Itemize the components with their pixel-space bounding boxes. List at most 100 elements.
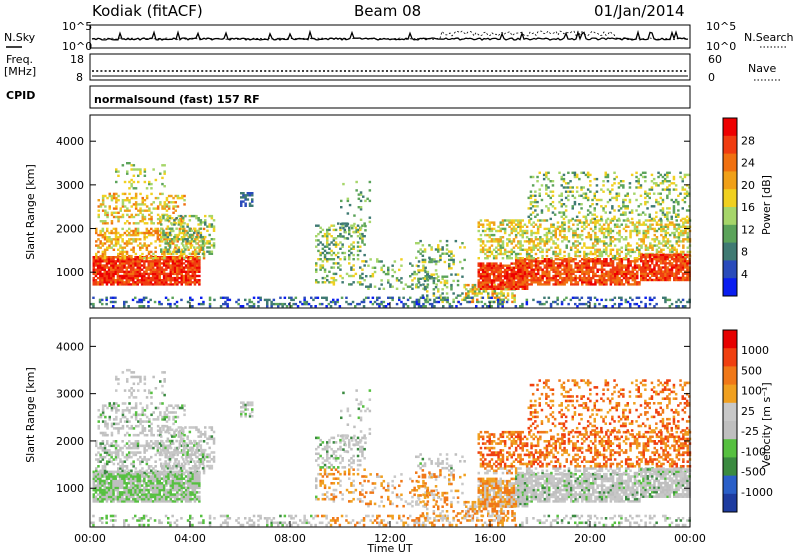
power-cell	[330, 224, 333, 227]
power-cell	[625, 274, 628, 278]
power-cell	[504, 296, 508, 299]
power-cell	[176, 264, 179, 267]
power-cell	[537, 260, 540, 263]
power-cell	[639, 173, 643, 177]
power-cell	[525, 254, 529, 258]
power-cell	[663, 213, 667, 216]
power-cell	[339, 264, 342, 267]
power-cell	[138, 268, 142, 271]
power-cell	[593, 177, 596, 181]
velocity-cell	[101, 493, 104, 496]
power-cell	[554, 227, 557, 231]
power-cell	[140, 305, 144, 308]
power-cell	[178, 264, 181, 267]
power-cell	[552, 240, 555, 243]
power-cell	[664, 233, 667, 237]
power-cell	[510, 240, 513, 243]
power-cell	[589, 227, 593, 231]
power-cell	[152, 252, 155, 256]
colorbar-segment	[723, 207, 737, 226]
power-cell	[251, 198, 254, 201]
power-cell	[359, 218, 363, 221]
power-cell	[94, 279, 98, 282]
power-cell	[554, 274, 558, 278]
power-cell	[199, 244, 203, 247]
power-cell	[417, 298, 421, 302]
power-cell	[175, 238, 178, 241]
power-cell	[445, 248, 449, 251]
power-cell	[112, 262, 115, 265]
power-cell	[536, 213, 539, 216]
velocity-cell	[92, 495, 95, 499]
power-cell	[560, 300, 564, 304]
power-cell	[644, 296, 647, 299]
power-cell	[560, 302, 564, 306]
power-cell	[497, 300, 500, 304]
power-cell	[686, 253, 689, 257]
power-cell	[452, 262, 455, 266]
power-cell	[618, 252, 621, 256]
power-cell	[426, 283, 430, 286]
power-cell	[103, 236, 107, 239]
power-cell	[550, 264, 553, 267]
power-cell	[471, 300, 475, 304]
power-cell	[552, 229, 555, 233]
power-cell	[618, 231, 621, 235]
power-cell	[510, 252, 513, 256]
power-cell	[150, 227, 153, 231]
power-cell	[519, 305, 522, 308]
power-cell	[653, 296, 656, 299]
power-cell	[510, 223, 513, 226]
power-cell	[589, 276, 593, 280]
power-cell	[110, 220, 114, 223]
power-cell	[629, 283, 632, 286]
power-cell	[156, 272, 159, 276]
power-cell	[467, 292, 470, 295]
power-cell	[620, 262, 624, 265]
power-cell	[123, 272, 126, 276]
y-tick-label: 2000	[56, 223, 84, 236]
power-cell	[685, 184, 689, 187]
power-cell	[642, 240, 645, 243]
power-cell	[315, 268, 318, 271]
power-cell	[363, 260, 366, 263]
power-cell	[662, 240, 665, 243]
power-cell	[112, 258, 115, 261]
power-cell	[162, 229, 165, 232]
power-cell	[184, 276, 188, 280]
power-cell	[648, 278, 652, 282]
power-cell	[545, 254, 549, 258]
power-cell	[191, 270, 194, 273]
power-cell	[609, 258, 613, 261]
power-cell	[549, 305, 553, 308]
power-cell	[103, 233, 107, 237]
power-cell	[138, 260, 142, 263]
power-cell	[145, 254, 149, 258]
power-cell	[161, 182, 164, 186]
power-cell	[395, 287, 399, 290]
power-cell	[587, 305, 590, 308]
power-cell	[114, 229, 118, 233]
power-cell	[551, 184, 555, 187]
power-cell	[650, 173, 654, 177]
power-cell	[596, 250, 599, 254]
power-cell	[101, 194, 105, 198]
power-cell	[189, 242, 193, 245]
power-cell	[499, 223, 502, 226]
velocity-cell	[99, 482, 102, 485]
power-cell	[620, 281, 624, 284]
power-cell	[499, 244, 502, 247]
power-cell	[583, 274, 586, 278]
power-cell	[171, 238, 174, 241]
power-cell	[503, 231, 507, 235]
power-cell	[180, 254, 184, 258]
power-cell	[686, 260, 689, 263]
power-cell	[537, 270, 540, 273]
power-cell	[168, 214, 172, 218]
power-cell	[110, 268, 113, 271]
power-cell	[633, 281, 637, 284]
power-cell	[605, 264, 608, 267]
power-cell	[115, 199, 118, 202]
power-cell	[556, 266, 560, 269]
power-cell	[194, 238, 197, 241]
